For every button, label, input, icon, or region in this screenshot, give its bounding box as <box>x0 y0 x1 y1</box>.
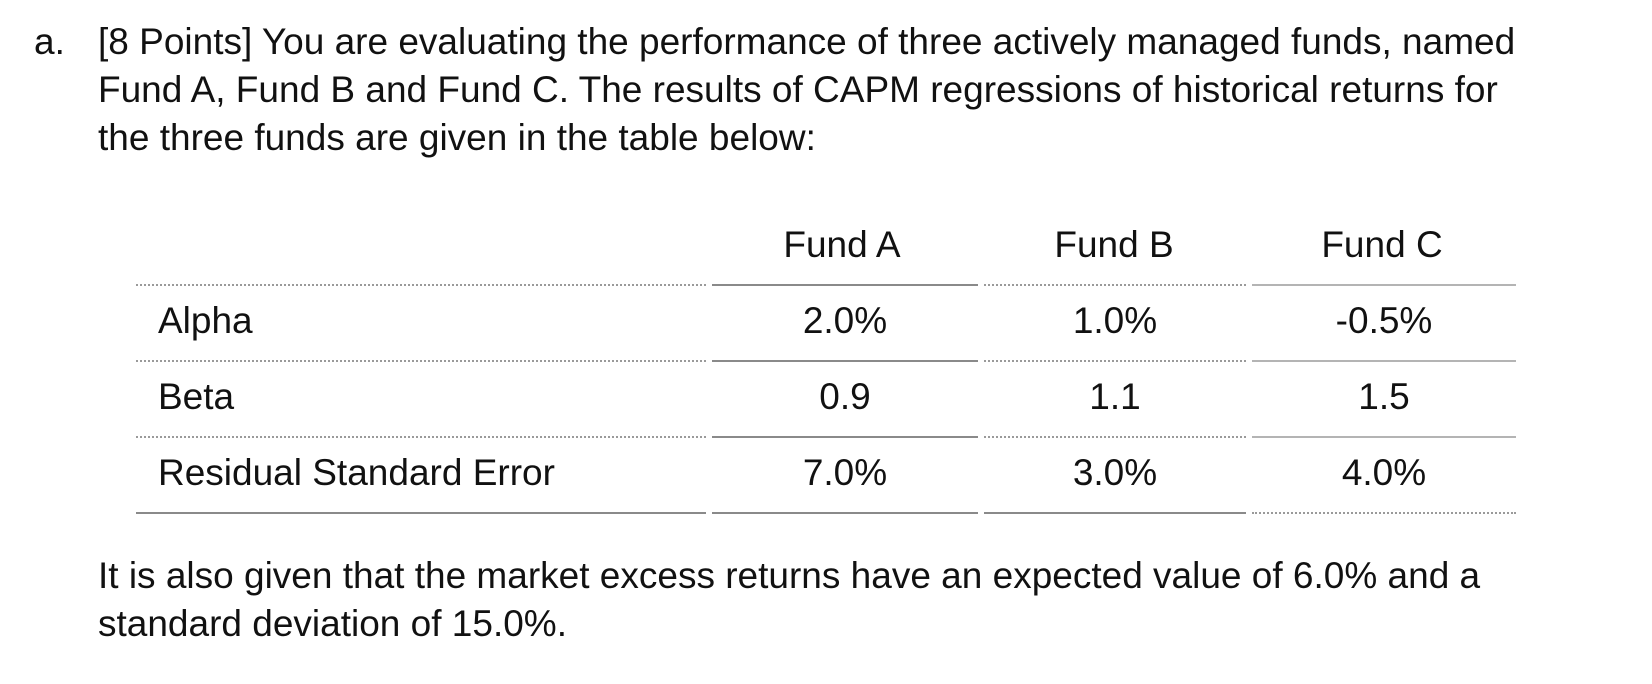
row-label: Beta <box>158 376 235 417</box>
question-marker: a. <box>34 21 65 62</box>
cell-fund-a: 7.0% <box>802 452 888 493</box>
question-line: Fund A, Fund B and Fund C. The results o… <box>98 69 1498 110</box>
cell-fund-b: 3.0% <box>1072 452 1158 493</box>
question-line: the three funds are given in the table b… <box>98 117 816 158</box>
capm-results-table: Fund A Fund B Fund C Alpha 2.0% 1.0% -0.… <box>136 210 1516 514</box>
note-line: It is also given that the market excess … <box>98 555 1481 596</box>
cell-fund-c: -0.5% <box>1335 300 1433 341</box>
column-header-fund-b: Fund B <box>1054 224 1174 265</box>
note-line: standard deviation of 15.0%. <box>98 603 567 644</box>
row-label: Residual Standard Error <box>158 452 555 493</box>
cell-fund-a: 0.9 <box>819 376 871 417</box>
column-header-fund-c: Fund C <box>1321 224 1443 265</box>
column-header-fund-a: Fund A <box>783 224 901 265</box>
row-label: Alpha <box>158 300 253 341</box>
table-header-row: Fund A Fund B Fund C <box>136 210 1512 284</box>
cell-fund-b: 1.0% <box>1072 300 1158 341</box>
market-info-paragraph: It is also given that the market excess … <box>98 552 1628 648</box>
cell-fund-c: 1.5 <box>1358 376 1410 417</box>
table-row-beta: Beta 0.9 1.1 1.5 <box>136 360 1512 436</box>
question-line: [8 Points] You are evaluating the perfor… <box>98 21 1516 62</box>
table-row-residual-standard-error: Residual Standard Error 7.0% 3.0% 4.0% <box>136 436 1512 512</box>
table-row-alpha: Alpha 2.0% 1.0% -0.5% <box>136 284 1512 360</box>
cell-fund-c: 4.0% <box>1341 452 1427 493</box>
cell-fund-b: 1.1 <box>1089 376 1141 417</box>
cell-fund-a: 2.0% <box>802 300 888 341</box>
question-text: [8 Points] You are evaluating the perfor… <box>98 18 1618 162</box>
